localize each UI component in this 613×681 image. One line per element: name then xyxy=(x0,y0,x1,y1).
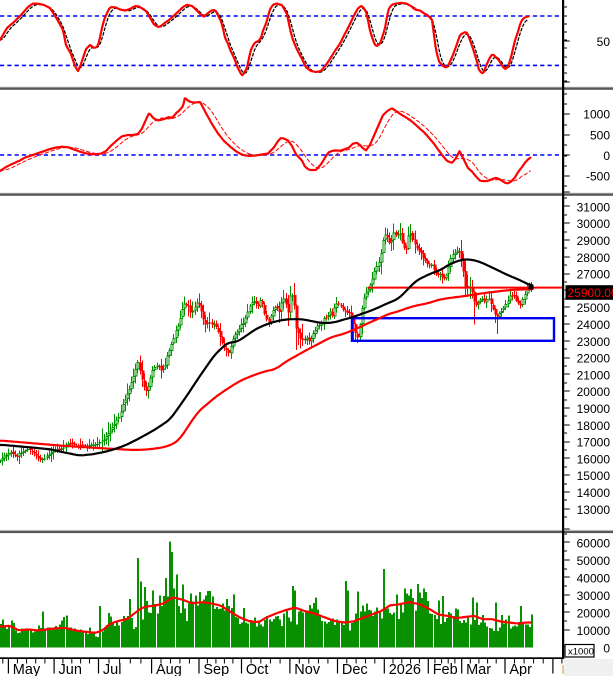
svg-text:60000: 60000 xyxy=(577,536,611,550)
svg-text:-500: -500 xyxy=(586,170,610,184)
svg-text:16000: 16000 xyxy=(577,452,611,466)
svg-text:50: 50 xyxy=(597,35,611,49)
svg-text:Dec: Dec xyxy=(342,662,368,676)
svg-text:13000: 13000 xyxy=(577,503,611,517)
svg-text:20000: 20000 xyxy=(577,606,611,620)
svg-text:18000: 18000 xyxy=(577,419,611,433)
svg-text:14000: 14000 xyxy=(577,486,611,500)
svg-text:10000: 10000 xyxy=(577,624,611,638)
svg-text:25000: 25000 xyxy=(577,301,611,315)
svg-text:25900.00: 25900.00 xyxy=(568,286,613,300)
svg-text:Aug: Aug xyxy=(156,662,182,676)
svg-text:0: 0 xyxy=(603,641,610,655)
svg-text:2026: 2026 xyxy=(389,662,421,676)
svg-text:30000: 30000 xyxy=(577,217,611,231)
svg-text:19000: 19000 xyxy=(577,402,611,416)
svg-text:Nov: Nov xyxy=(294,662,321,676)
svg-text:28000: 28000 xyxy=(577,251,611,265)
svg-text:Jul: Jul xyxy=(103,662,122,676)
svg-text:0: 0 xyxy=(603,149,610,163)
svg-text:24000: 24000 xyxy=(577,318,611,332)
svg-text:23000: 23000 xyxy=(577,335,611,349)
svg-text:15000: 15000 xyxy=(577,469,611,483)
svg-text:1000: 1000 xyxy=(583,108,610,122)
svg-text:27000: 27000 xyxy=(577,268,611,282)
svg-text:x1000: x1000 xyxy=(568,647,594,658)
svg-text:17000: 17000 xyxy=(577,436,611,450)
svg-text:Feb: Feb xyxy=(433,662,458,676)
svg-text:29000: 29000 xyxy=(577,234,611,248)
svg-text:22000: 22000 xyxy=(577,352,611,366)
svg-text:Apr: Apr xyxy=(509,662,532,676)
svg-text:40000: 40000 xyxy=(577,571,611,585)
svg-text:50000: 50000 xyxy=(577,554,611,568)
svg-text:31000: 31000 xyxy=(577,200,611,214)
svg-text:Oct: Oct xyxy=(246,662,269,676)
svg-text:500: 500 xyxy=(590,128,610,142)
svg-text:Sep: Sep xyxy=(203,662,229,676)
svg-text:Mar: Mar xyxy=(466,662,491,676)
svg-text:30000: 30000 xyxy=(577,589,611,603)
svg-text:Jun: Jun xyxy=(59,662,82,676)
svg-text:May: May xyxy=(13,662,41,676)
svg-text:20000: 20000 xyxy=(577,385,611,399)
svg-text:21000: 21000 xyxy=(577,368,611,382)
